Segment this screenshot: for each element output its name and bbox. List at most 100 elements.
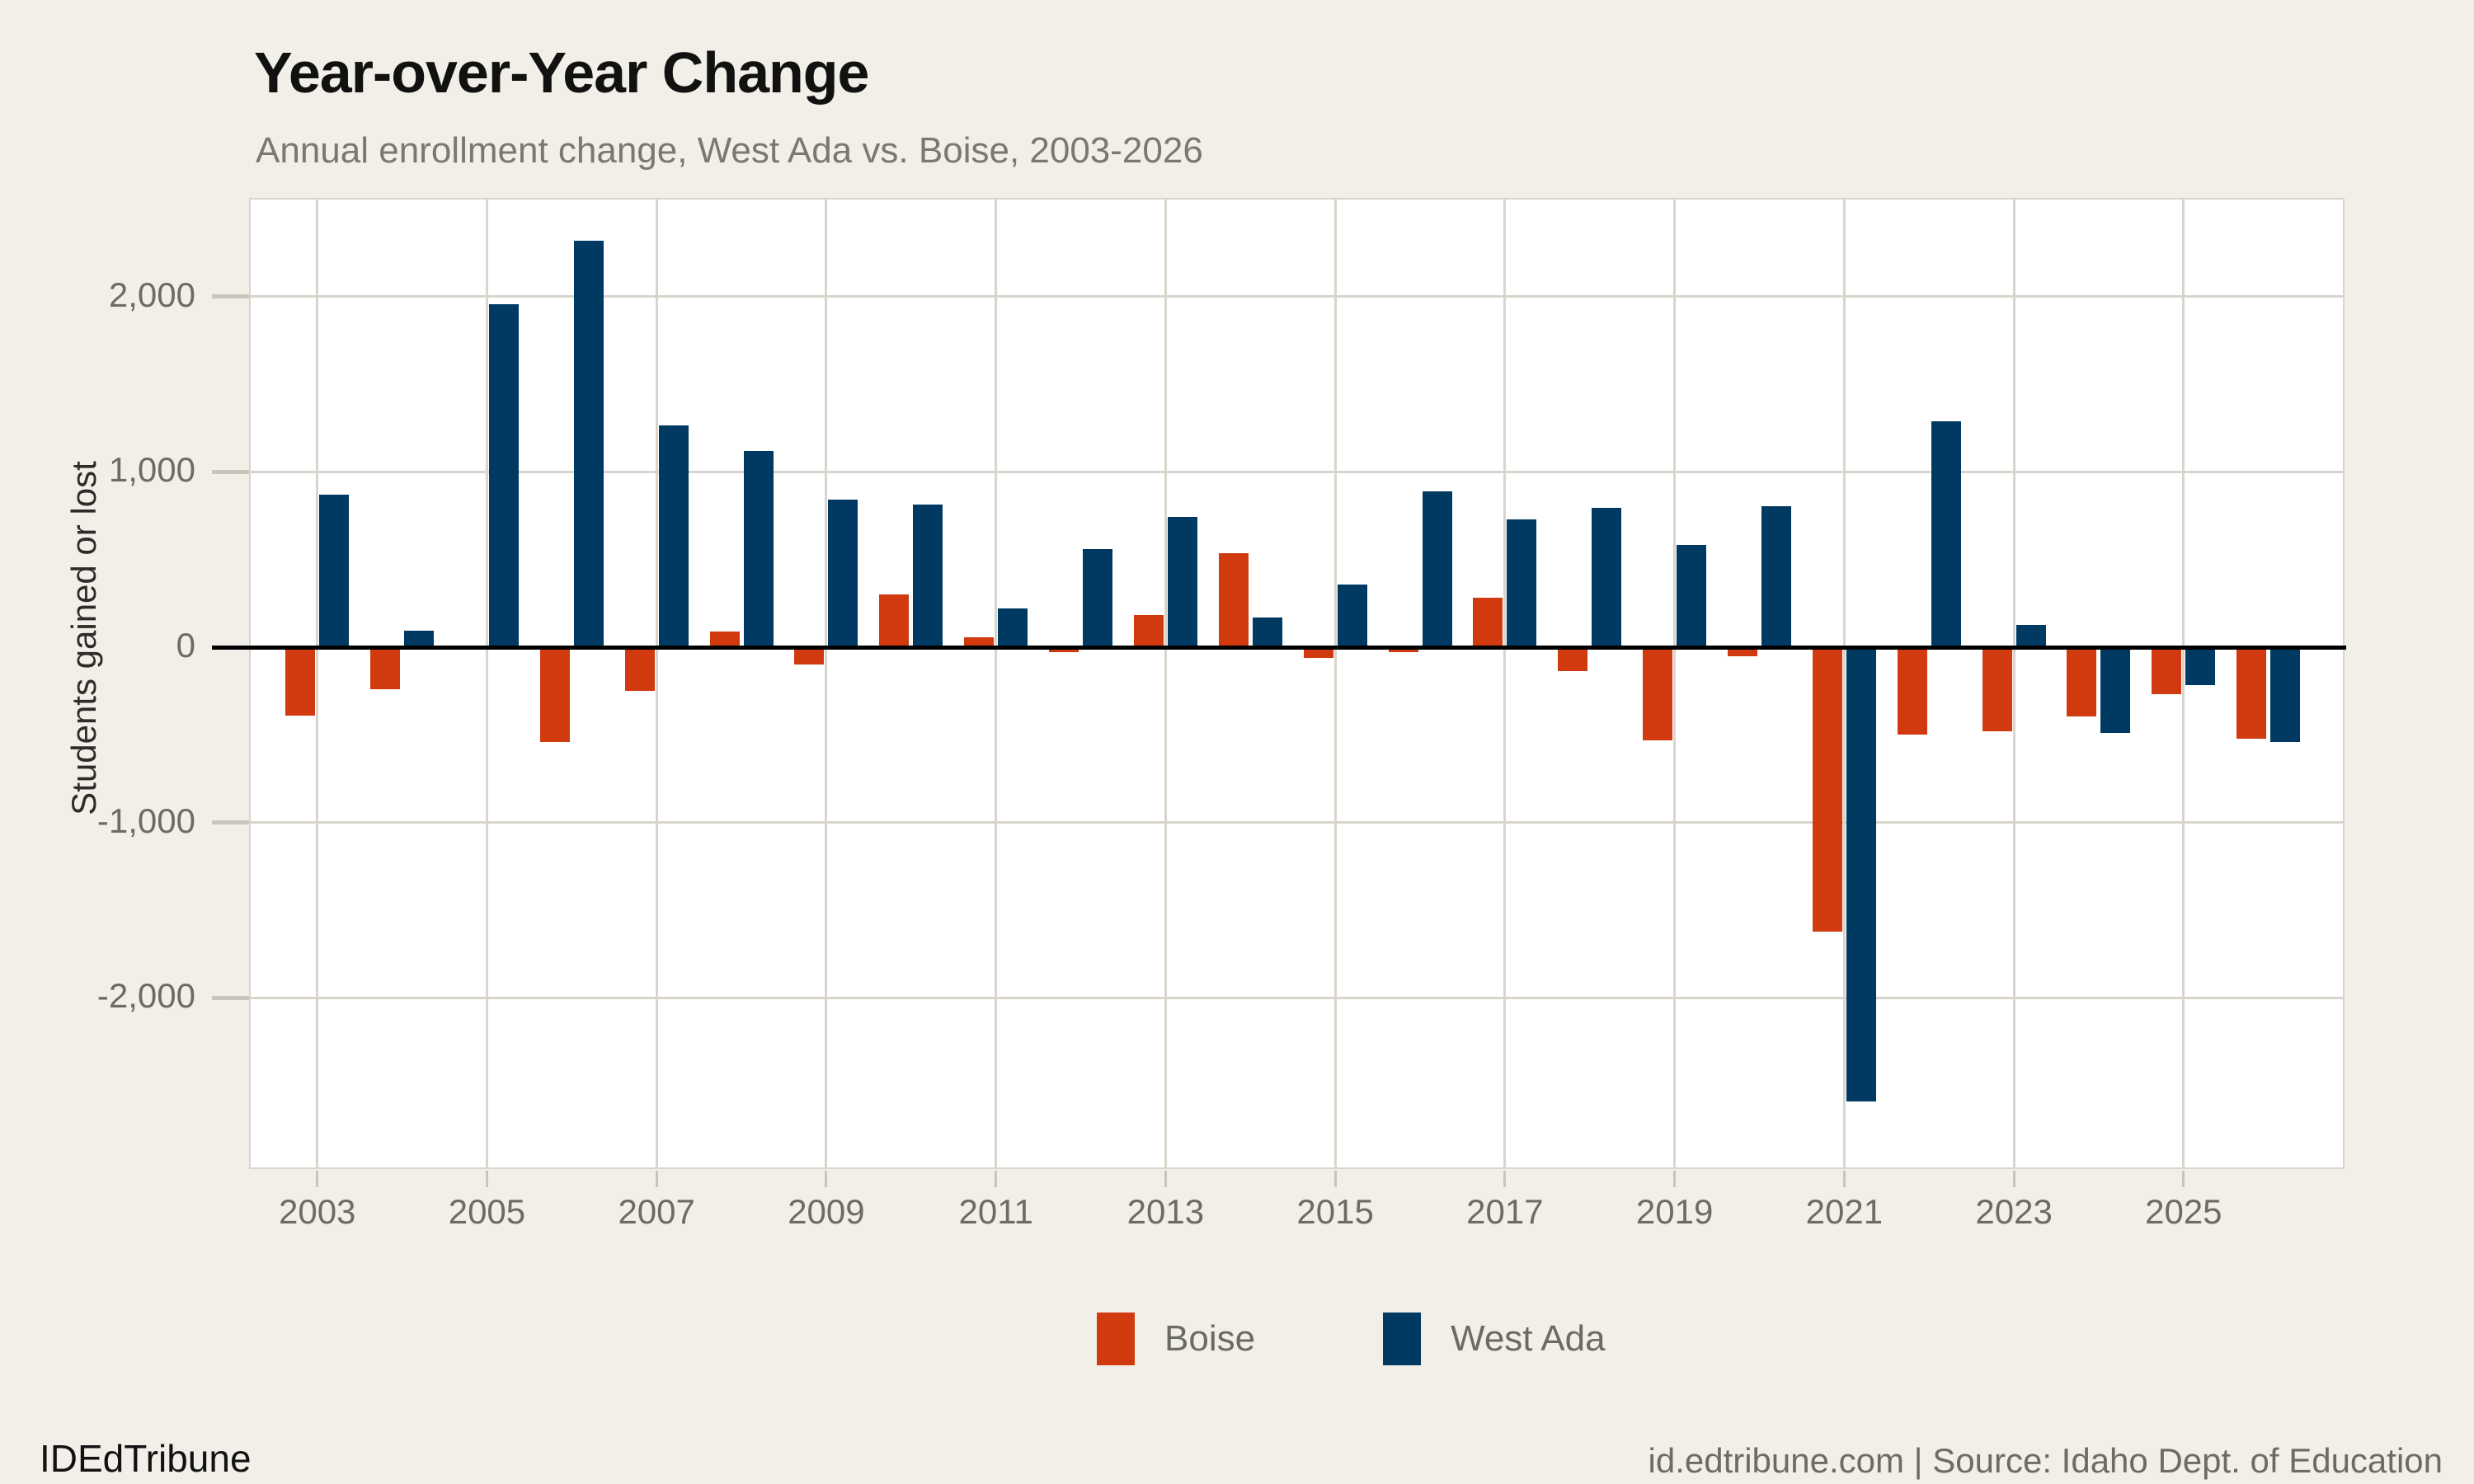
gridline-x-2021: [1842, 200, 1846, 1167]
bar-west-ada-2012: [1083, 548, 1113, 647]
bar-west-ada-2006: [573, 240, 604, 647]
legend-item-west-ada: West Ada: [1383, 1313, 1606, 1365]
bar-west-ada-2017: [1507, 519, 1537, 647]
x-tick-label-2007: 2007: [618, 1192, 695, 1231]
y-tick-label--2000: -2,000: [96, 976, 195, 1016]
bar-west-ada-2016: [1422, 491, 1452, 647]
x-tick-2023: [2012, 1171, 2015, 1187]
x-tick-label-2017: 2017: [1466, 1192, 1544, 1231]
bar-west-ada-2026: [2270, 647, 2301, 742]
y-tick-label-1000: 1,000: [108, 450, 195, 490]
west-ada-swatch: [1383, 1313, 1422, 1365]
bar-west-ada-2007: [658, 425, 689, 647]
bar-west-ada-2024: [2100, 647, 2131, 734]
gridline-x-2007: [655, 200, 658, 1167]
x-tick-label-2013: 2013: [1126, 1192, 1205, 1231]
legend-item-boise: Boise: [1097, 1313, 1255, 1365]
gridline-y-1000: [251, 470, 2343, 473]
gridline-x-2009: [825, 200, 828, 1167]
y-tick-1000: [212, 469, 249, 474]
bar-west-ada-2011: [998, 608, 1028, 647]
gridline-x-2013: [1164, 200, 1167, 1167]
bar-boise-2021: [1812, 647, 1842, 932]
x-tick-label-2019: 2019: [1635, 1192, 1714, 1231]
gridline-x-2025: [2182, 200, 2185, 1167]
plot-area: 2,000 1,000 0 -1,000 -2,000 2003 2005 2007 2009 2…: [97, 198, 2346, 1231]
y-tick--1000: [212, 820, 249, 825]
bar-boise-2011: [964, 637, 995, 647]
x-tick-2005: [485, 1171, 488, 1187]
bar-west-ada-2010: [913, 504, 943, 647]
bar-west-ada-2022: [1931, 420, 1961, 647]
x-tick-2009: [825, 1171, 828, 1187]
chart-title: Year-over-Year Change: [254, 40, 869, 105]
bar-boise-2015: [1303, 647, 1333, 658]
x-tick-2025: [2182, 1171, 2185, 1187]
bar-boise-2009: [794, 647, 825, 665]
gridline-y-2000: [251, 295, 2343, 298]
bar-boise-2014: [1218, 553, 1249, 647]
legend: Boise West Ada: [1097, 1313, 1606, 1365]
x-tick-2015: [1333, 1171, 1337, 1187]
x-tick-2017: [1503, 1171, 1507, 1187]
y-tick-label--1000: -1,000: [96, 801, 195, 840]
y-tick--2000: [212, 995, 249, 1000]
gridline-x-2019: [1673, 200, 1677, 1167]
bar-boise-2003: [285, 647, 316, 716]
bar-boise-2022: [1897, 647, 1927, 735]
x-tick-2019: [1673, 1171, 1677, 1187]
bar-boise-2018: [1558, 647, 1588, 671]
x-tick-2011: [995, 1171, 998, 1187]
x-tick-label-2023: 2023: [1975, 1192, 2053, 1231]
bar-boise-2026: [2236, 647, 2267, 739]
bar-west-ada-2018: [1592, 507, 1622, 647]
source-attribution: id.edtribune.com | Source: Idaho Dept. o…: [1648, 1441, 2443, 1480]
bar-west-ada-2025: [2185, 647, 2216, 685]
bar-boise-2013: [1133, 614, 1164, 647]
bar-boise-2016: [1388, 647, 1418, 653]
bar-west-ada-2005: [488, 304, 519, 647]
publisher-logo-text: IDEdTribune: [40, 1437, 252, 1480]
bar-boise-2020: [1727, 647, 1757, 656]
bar-boise-2004: [370, 647, 401, 690]
gridline-y--2000: [251, 996, 2343, 999]
bar-boise-2017: [1473, 598, 1503, 647]
gridline-x-2017: [1503, 200, 1507, 1167]
bar-boise-2023: [1982, 647, 2012, 732]
x-tick-label-2025: 2025: [2145, 1192, 2222, 1231]
y-tick-label-0: 0: [176, 626, 195, 665]
x-tick-label-2009: 2009: [788, 1192, 865, 1231]
bar-west-ada-2009: [828, 500, 858, 647]
gridline-x-2011: [995, 200, 998, 1167]
bar-boise-2007: [624, 647, 655, 692]
legend-label-boise: Boise: [1164, 1318, 1256, 1359]
bar-west-ada-2014: [1252, 617, 1282, 647]
bar-west-ada-2021: [1846, 647, 1876, 1101]
boise-swatch: [1097, 1313, 1135, 1365]
bar-west-ada-2019: [1677, 544, 1707, 647]
x-tick-label-2015: 2015: [1296, 1192, 1374, 1231]
bar-boise-2006: [539, 647, 570, 742]
gridline-x-2005: [485, 200, 488, 1167]
bar-west-ada-2013: [1167, 516, 1197, 647]
gridline-x-2003: [316, 200, 319, 1167]
zero-baseline: [212, 645, 2346, 650]
bar-boise-2008: [709, 631, 740, 647]
bar-west-ada-2023: [2015, 625, 2046, 647]
gridline-x-2015: [1333, 200, 1337, 1167]
x-tick-2021: [1842, 1171, 1846, 1187]
bar-west-ada-2020: [1761, 505, 1791, 647]
bar-west-ada-2003: [319, 494, 350, 647]
bar-boise-2012: [1049, 647, 1079, 653]
x-tick-label-2003: 2003: [278, 1192, 356, 1231]
bar-boise-2010: [879, 594, 910, 647]
bar-boise-2019: [1643, 647, 1673, 740]
y-tick-label-2000: 2,000: [108, 275, 195, 314]
x-tick-2013: [1164, 1171, 1167, 1187]
bar-boise-2024: [2067, 647, 2097, 717]
x-tick-label-2021: 2021: [1805, 1192, 1884, 1231]
x-tick-label-2011: 2011: [958, 1192, 1033, 1231]
x-tick-label-2005: 2005: [448, 1192, 526, 1231]
gridline-x-2023: [2012, 200, 2015, 1167]
bar-west-ada-2004: [404, 630, 435, 647]
